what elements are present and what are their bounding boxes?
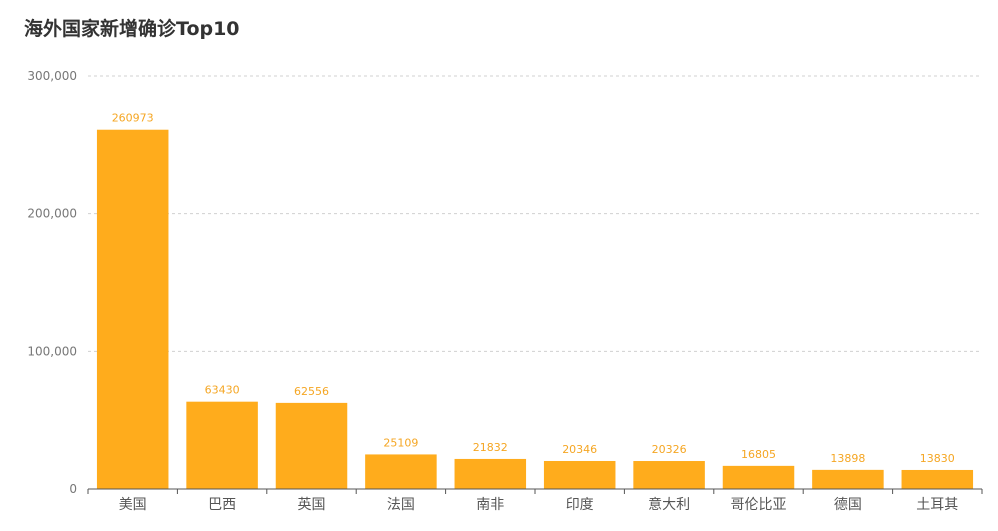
x-tick-label: 南非 xyxy=(476,497,504,513)
data-labels: 260973 63430 62556 25109 21832 20346 20326 1680… xyxy=(112,112,955,465)
x-axis: 美国 巴西 英国 法国 南非 印度 意大利 哥伦比亚 德国 土耳其 xyxy=(87,488,983,513)
data-label: 25109 xyxy=(383,436,418,449)
x-tick-label: 哥伦比亚 xyxy=(731,497,787,513)
bar[interactable] xyxy=(275,402,348,489)
grid-lines xyxy=(88,75,982,352)
data-label: 20346 xyxy=(562,443,597,456)
bar[interactable] xyxy=(901,469,974,489)
bar[interactable] xyxy=(633,461,705,489)
x-tick-label: 巴西 xyxy=(208,497,236,513)
bar[interactable] xyxy=(722,465,795,489)
x-tick-label: 美国 xyxy=(119,497,147,513)
y-tick-label: 0 xyxy=(69,482,77,496)
x-tick-label: 法国 xyxy=(387,497,415,513)
y-tick-label: 200,000 xyxy=(27,207,77,221)
bar[interactable] xyxy=(186,401,258,489)
bar[interactable] xyxy=(454,458,527,489)
bar[interactable] xyxy=(812,469,884,489)
data-label: 13898 xyxy=(830,452,865,465)
bar[interactable] xyxy=(96,129,169,489)
data-label: 21832 xyxy=(473,441,508,454)
data-label: 16805 xyxy=(741,448,776,461)
y-tick-label: 300,000 xyxy=(27,69,77,83)
data-label: 20326 xyxy=(652,443,687,456)
data-label: 62556 xyxy=(294,385,329,398)
y-axis: 0 100,000 200,000 300,000 xyxy=(27,69,77,496)
data-label: 63430 xyxy=(205,384,240,397)
chart-title: 海外国家新增确诊Top10 xyxy=(24,18,240,40)
x-tick-label: 意大利 xyxy=(648,496,690,513)
bar[interactable] xyxy=(365,454,437,489)
y-tick-label: 100,000 xyxy=(27,344,77,358)
x-tick-label: 土耳其 xyxy=(916,497,958,513)
x-tick-label: 印度 xyxy=(566,497,594,513)
data-label: 13830 xyxy=(920,452,955,465)
bars xyxy=(96,129,974,489)
bar[interactable] xyxy=(543,460,616,489)
x-tick-label: 德国 xyxy=(834,497,862,513)
data-label: 260973 xyxy=(112,112,154,125)
x-tick-label: 英国 xyxy=(298,496,326,513)
